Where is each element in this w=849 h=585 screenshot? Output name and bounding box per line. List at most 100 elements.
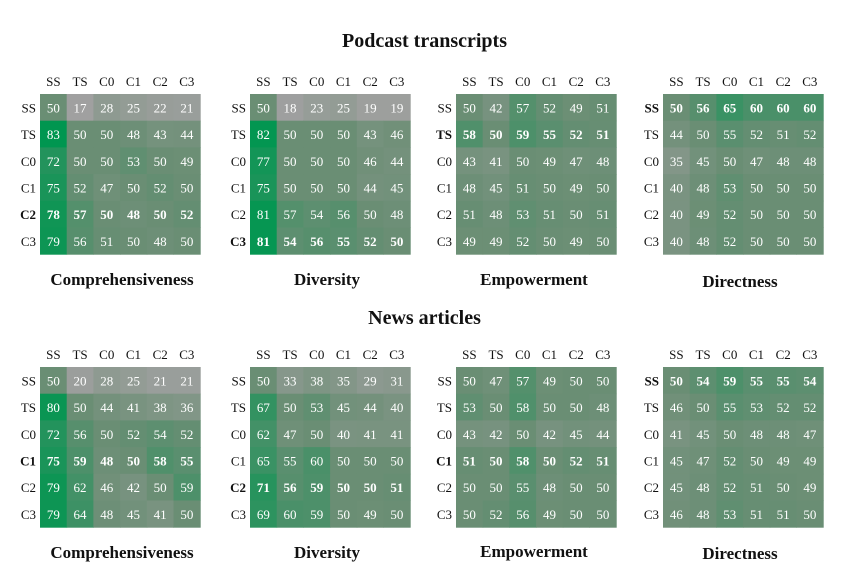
cell-value: 50 — [257, 100, 270, 115]
heatmap-cell — [456, 447, 484, 475]
heatmap-cell — [456, 200, 484, 228]
heatmap-cell — [276, 473, 304, 501]
row-label-ss: SS — [438, 373, 452, 388]
cell-value: 45 — [390, 180, 403, 195]
heatmap-cell — [40, 120, 68, 148]
cell-value: 50 — [74, 400, 87, 415]
cell-value: 51 — [463, 453, 476, 468]
heatmap-cell — [66, 420, 94, 448]
heatmap-cell — [173, 393, 201, 421]
cell-value: 55 — [723, 400, 736, 415]
heatmap-cell — [509, 120, 537, 148]
cell-value: 50 — [777, 207, 790, 222]
heatmap-cell — [562, 120, 590, 148]
heatmap-cell — [303, 500, 331, 528]
cell-value: 50 — [390, 234, 403, 249]
cell-value: 50 — [596, 507, 609, 522]
heatmap-cell — [663, 367, 691, 395]
heatmap-cell — [276, 447, 304, 475]
cell-value: 50 — [100, 427, 113, 442]
heatmap-cell — [482, 473, 510, 501]
cell-value: 50 — [490, 127, 503, 142]
heatmap-cell — [796, 500, 824, 528]
heatmap-cell — [93, 120, 121, 148]
heatmap-cell — [456, 500, 484, 528]
heatmap-podcast-directness: SS TS C0 C1 C2 C3 SS 50 56 65 60 60 60 TS 44 50 55 52 51 52… — [635, 72, 835, 312]
cell-value: 48 — [127, 127, 140, 142]
heatmap-cell — [769, 174, 797, 202]
cell-value: 45 — [697, 427, 710, 442]
cell-value: 51 — [777, 127, 790, 142]
heatmap-cell — [383, 447, 411, 475]
heatmap-cell — [383, 200, 411, 228]
heatmap-cell — [40, 500, 68, 528]
row-label-ts: TS — [437, 400, 452, 415]
row-label-c1: C1 — [231, 180, 246, 195]
heatmap-cell — [120, 420, 148, 448]
column-label-c0: C0 — [722, 347, 737, 362]
column-label-c3: C3 — [389, 347, 404, 362]
column-label-c1: C1 — [126, 347, 141, 362]
heatmap-cell — [146, 447, 174, 475]
heatmap-cell — [689, 500, 717, 528]
row-label-c2: C2 — [437, 207, 452, 222]
heatmap-cell — [356, 174, 384, 202]
cell-value: 50 — [596, 373, 609, 388]
heatmap-cell — [482, 94, 510, 122]
cell-value: 49 — [570, 100, 583, 115]
heatmap-cell — [250, 174, 278, 202]
heatmap-cell — [663, 420, 691, 448]
heatmap-cell — [173, 420, 201, 448]
cell-value: 50 — [390, 507, 403, 522]
cell-value: 22 — [154, 100, 167, 115]
cell-value: 56 — [310, 234, 324, 249]
heatmap-cell — [663, 473, 691, 501]
heatmap-cell — [769, 200, 797, 228]
heatmap-cell — [716, 94, 744, 122]
cell-value: 48 — [697, 480, 710, 495]
heatmap-cell — [716, 200, 744, 228]
heatmap-cell — [383, 473, 411, 501]
cell-value: 43 — [364, 127, 377, 142]
heatmap-cell — [66, 94, 94, 122]
row-label-c2: C2 — [644, 480, 659, 495]
cell-value: 49 — [543, 507, 556, 522]
heatmap-cell — [743, 174, 771, 202]
cell-value: 53 — [750, 400, 763, 415]
cell-value: 50 — [154, 480, 167, 495]
heatmap-cell — [173, 227, 201, 255]
row-label-c0: C0 — [644, 427, 659, 442]
heatmap-cell — [120, 447, 148, 475]
column-label-ts: TS — [695, 347, 710, 362]
heatmap-cell — [716, 393, 744, 421]
heatmap-cell — [743, 367, 771, 395]
cell-value: 50 — [463, 480, 476, 495]
row-label-c2: C2 — [21, 480, 36, 495]
cell-value: 45 — [670, 453, 683, 468]
cell-value: 47 — [697, 453, 711, 468]
cell-value: 78 — [47, 207, 61, 222]
heatmap-cell — [40, 367, 68, 395]
cell-value: 72 — [47, 427, 60, 442]
cell-value: 50 — [284, 127, 297, 142]
cell-value: 21 — [180, 373, 193, 388]
cell-value: 25 — [127, 100, 140, 115]
row-label-c2: C2 — [20, 207, 36, 222]
row-label-ss: SS — [645, 100, 659, 115]
cell-value: 52 — [154, 180, 167, 195]
heatmap-cell — [250, 227, 278, 255]
cell-value: 51 — [596, 453, 609, 468]
heatmap-cell — [40, 420, 68, 448]
cell-value: 35 — [337, 373, 350, 388]
cell-value: 51 — [596, 127, 609, 142]
cell-value: 47 — [750, 154, 764, 169]
column-label-c3: C3 — [179, 347, 194, 362]
column-label-c1: C1 — [542, 347, 557, 362]
row-label-c0: C0 — [231, 154, 246, 169]
cell-value: 60 — [750, 100, 763, 115]
cell-value: 58 — [516, 400, 529, 415]
cell-value: 67 — [257, 400, 271, 415]
heatmap-cell — [663, 500, 691, 528]
cell-value: 51 — [463, 207, 476, 222]
cell-value: 75 — [257, 180, 270, 195]
